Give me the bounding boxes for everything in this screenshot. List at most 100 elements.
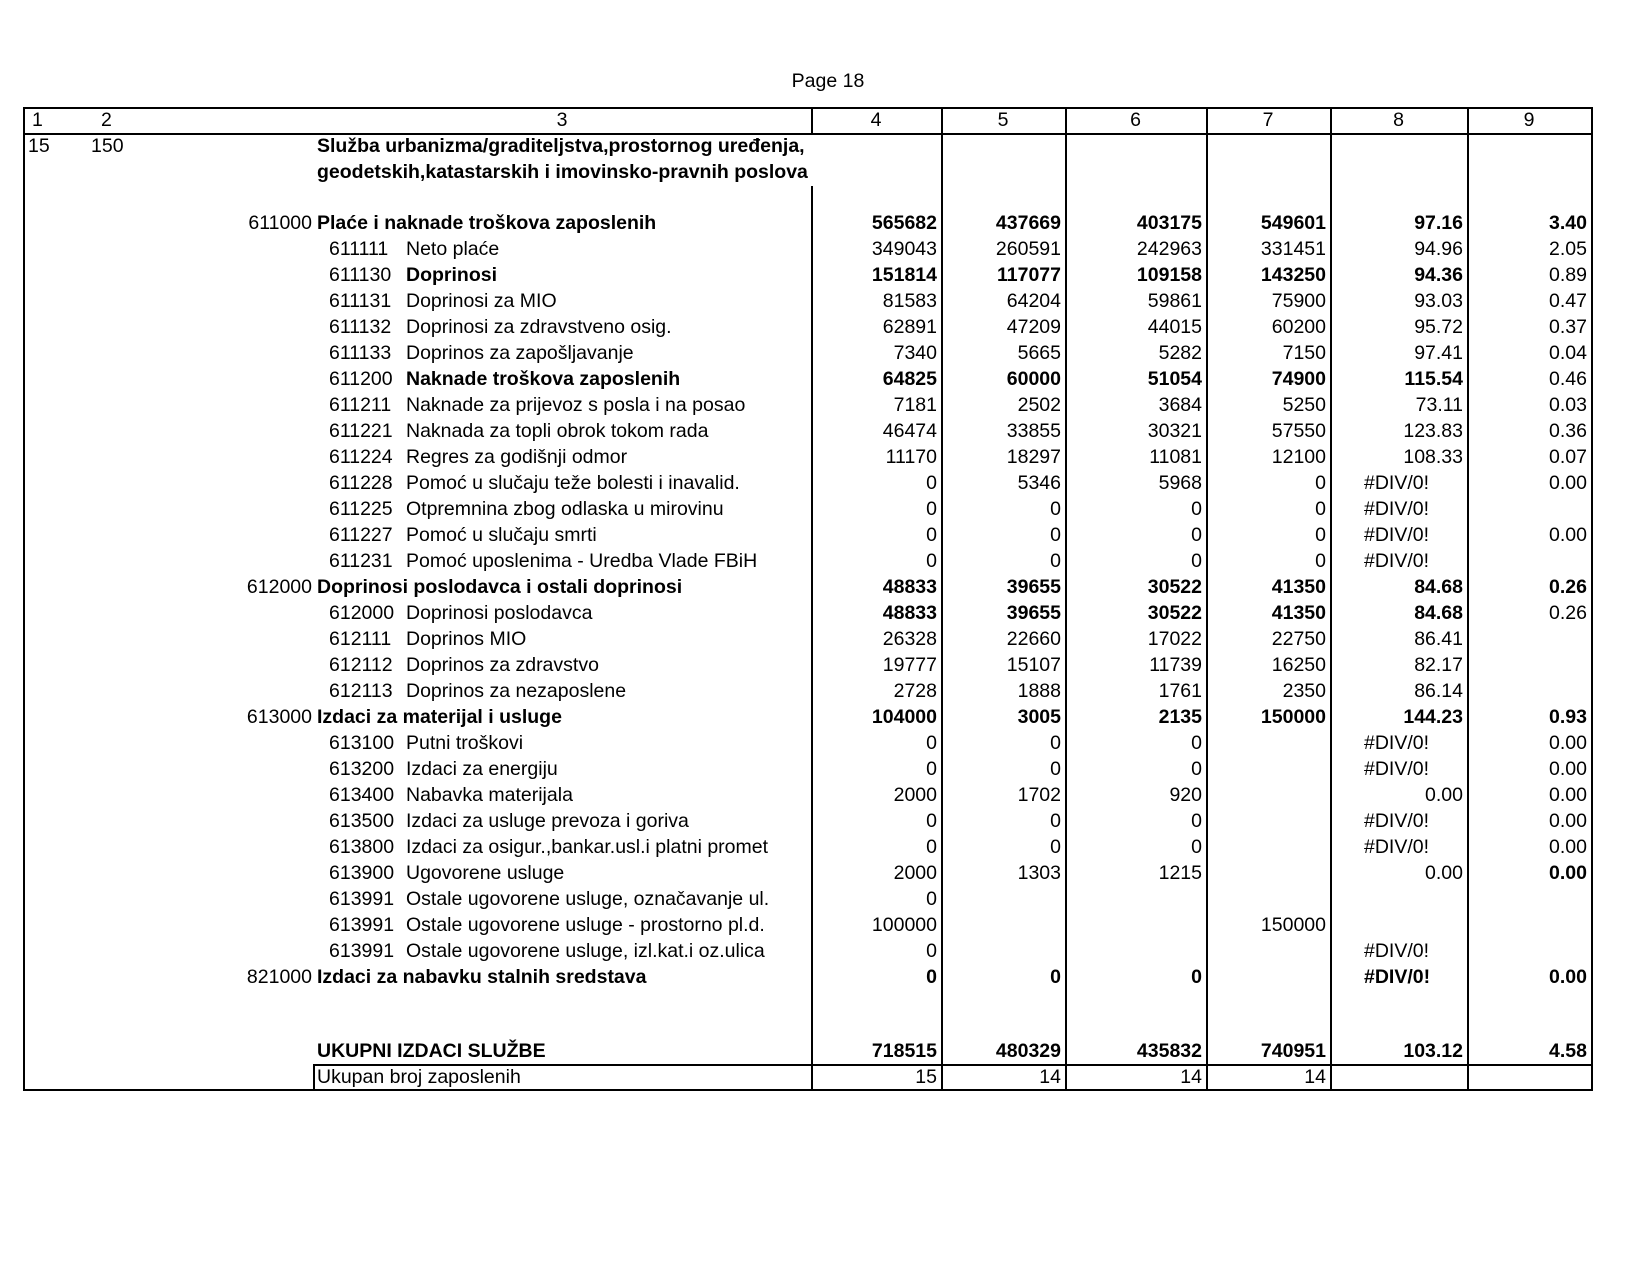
header-col-1: 1: [32, 109, 43, 131]
cell-col-6: 1215: [1158, 862, 1202, 884]
cell-col-6: 0: [1191, 498, 1202, 520]
cell-col-4: 7340: [893, 342, 937, 364]
cell-col-4: 48833: [882, 576, 937, 598]
cell-col-8: #DIV/0!: [1364, 810, 1430, 832]
account-label: Izdaci za energiju: [406, 758, 558, 780]
cell-col-9: 0.36: [1549, 420, 1587, 442]
cell-col-5: 14: [1039, 1066, 1061, 1088]
section-title: Služba urbanizma/graditeljstva,prostorno…: [317, 135, 805, 157]
account-label: Pomoć u slučaju teže bolesti i inavalid.: [406, 472, 740, 494]
cell-col-4: 0: [926, 758, 937, 780]
column-border: [1206, 107, 1208, 1089]
cell-col-4: 565682: [871, 212, 937, 234]
cell-col-5: 2502: [1017, 394, 1061, 416]
cell-col-7: [1206, 938, 1326, 964]
cell-col-6: 44015: [1147, 316, 1202, 338]
cell-col-6: [1065, 938, 1202, 964]
table-border-right: [1591, 107, 1593, 1089]
cell-col-7: 0: [1315, 498, 1326, 520]
column-border: [1330, 107, 1332, 1089]
cell-col-9: 0.07: [1549, 446, 1587, 468]
cell-col-6: 242963: [1136, 238, 1202, 260]
cell-col-5: 60000: [1006, 368, 1061, 390]
cell-col-5: 39655: [1006, 576, 1061, 598]
account-code: 611133: [329, 342, 392, 364]
cell-col-7: 549601: [1260, 212, 1326, 234]
cell-col-5: 0: [1050, 498, 1061, 520]
cell-col-9: 0.00: [1549, 524, 1587, 546]
cell-col-5: 437669: [995, 212, 1061, 234]
cell-col-8: 84.68: [1414, 576, 1463, 598]
cell-col-8: 0.00: [1425, 862, 1463, 884]
cell-col-4: 7181: [893, 394, 937, 416]
cell-col-8: 94.36: [1414, 264, 1463, 286]
cell-col-8: #DIV/0!: [1364, 472, 1430, 494]
cell-col-6: 30522: [1147, 576, 1202, 598]
cell-col-9: 0.00: [1549, 836, 1587, 858]
cell-col-6: 11081: [1149, 446, 1202, 468]
account-code: 611131: [329, 290, 392, 312]
cell-col-4: 349043: [871, 238, 937, 260]
cell-col-6: 11739: [1149, 654, 1202, 676]
cell-col-4: 46474: [882, 420, 937, 442]
column-border: [313, 1064, 315, 1089]
employees-row-border: [313, 1064, 1591, 1066]
cell-col-7: 16250: [1271, 654, 1326, 676]
account-label: Neto plaće: [406, 238, 500, 260]
header-col-8: 8: [1393, 109, 1404, 131]
cell-col-9: 4.58: [1549, 1040, 1587, 1062]
cell-col-8: 84.68: [1414, 602, 1463, 624]
cell-col-7: 41350: [1271, 602, 1326, 624]
account-code: 611221: [329, 420, 393, 442]
cell-col-4: 0: [926, 498, 937, 520]
account-code: 613991: [329, 940, 395, 962]
cell-col-4: 0: [926, 888, 937, 910]
cell-col-6: 59861: [1147, 290, 1202, 312]
table-border-left: [23, 107, 25, 1089]
account-code: 613400: [329, 784, 395, 806]
cell-col-8: 86.41: [1414, 628, 1463, 650]
account-label: Naknade za prijevoz s posla i na posao: [406, 394, 746, 416]
header-col-6: 6: [1130, 109, 1141, 131]
cell-col-6: 5968: [1158, 472, 1202, 494]
account-label: Izdaci za nabavku stalnih sredstava: [317, 966, 647, 988]
cell-col-6: 17022: [1147, 628, 1202, 650]
account-code: 611231: [329, 550, 393, 572]
cell-col-6: 1761: [1158, 680, 1202, 702]
column-border: [1065, 107, 1067, 1089]
cell-col-4: 0: [926, 810, 937, 832]
cell-col-5: 0: [1050, 732, 1061, 754]
cell-col-5: 5346: [1017, 472, 1061, 494]
cell-col-5: 47209: [1006, 316, 1061, 338]
cell-col-7: 331451: [1260, 238, 1326, 260]
cell-col-9: 0.00: [1549, 966, 1587, 988]
column-border: [811, 107, 813, 133]
cell-col-5: 0: [1050, 524, 1061, 546]
account-code: 611111: [329, 238, 389, 260]
header-col-5: 5: [997, 109, 1009, 131]
account-code: 611228: [329, 472, 393, 494]
cell-col-9: [1467, 548, 1587, 574]
cell-col-4: 0: [926, 966, 937, 988]
cell-col-6: 109158: [1136, 264, 1202, 286]
cell-col-7: 0: [1315, 550, 1326, 572]
cell-col-6: 403175: [1136, 212, 1202, 234]
account-code: 611130: [329, 264, 392, 286]
cell-col-5: [941, 912, 1061, 938]
cell-col-7: [1206, 886, 1326, 912]
cell-col-9: 0.89: [1549, 264, 1587, 286]
cell-col-5: 5665: [1017, 342, 1061, 364]
cell-col-4: 62891: [882, 316, 937, 338]
cell-col-7: 2350: [1282, 680, 1326, 702]
cell-col-9: 0.03: [1549, 394, 1587, 416]
account-label: Naknada za topli obrok tokom rada: [406, 420, 709, 442]
header-col-9: 9: [1523, 109, 1535, 131]
account-label: Putni troškovi: [406, 732, 524, 754]
cell-col-5: 64204: [1006, 290, 1061, 312]
cell-col-7: 14: [1304, 1066, 1326, 1088]
account-label: Doprinosi poslodavca i ostali doprinosi: [317, 576, 683, 598]
account-label: Izdaci za materijal i usluge: [317, 706, 562, 728]
cell-col-7: [1206, 834, 1326, 860]
cell-col-9: 0.00: [1549, 758, 1587, 780]
cell-col-6: 30321: [1147, 420, 1202, 442]
